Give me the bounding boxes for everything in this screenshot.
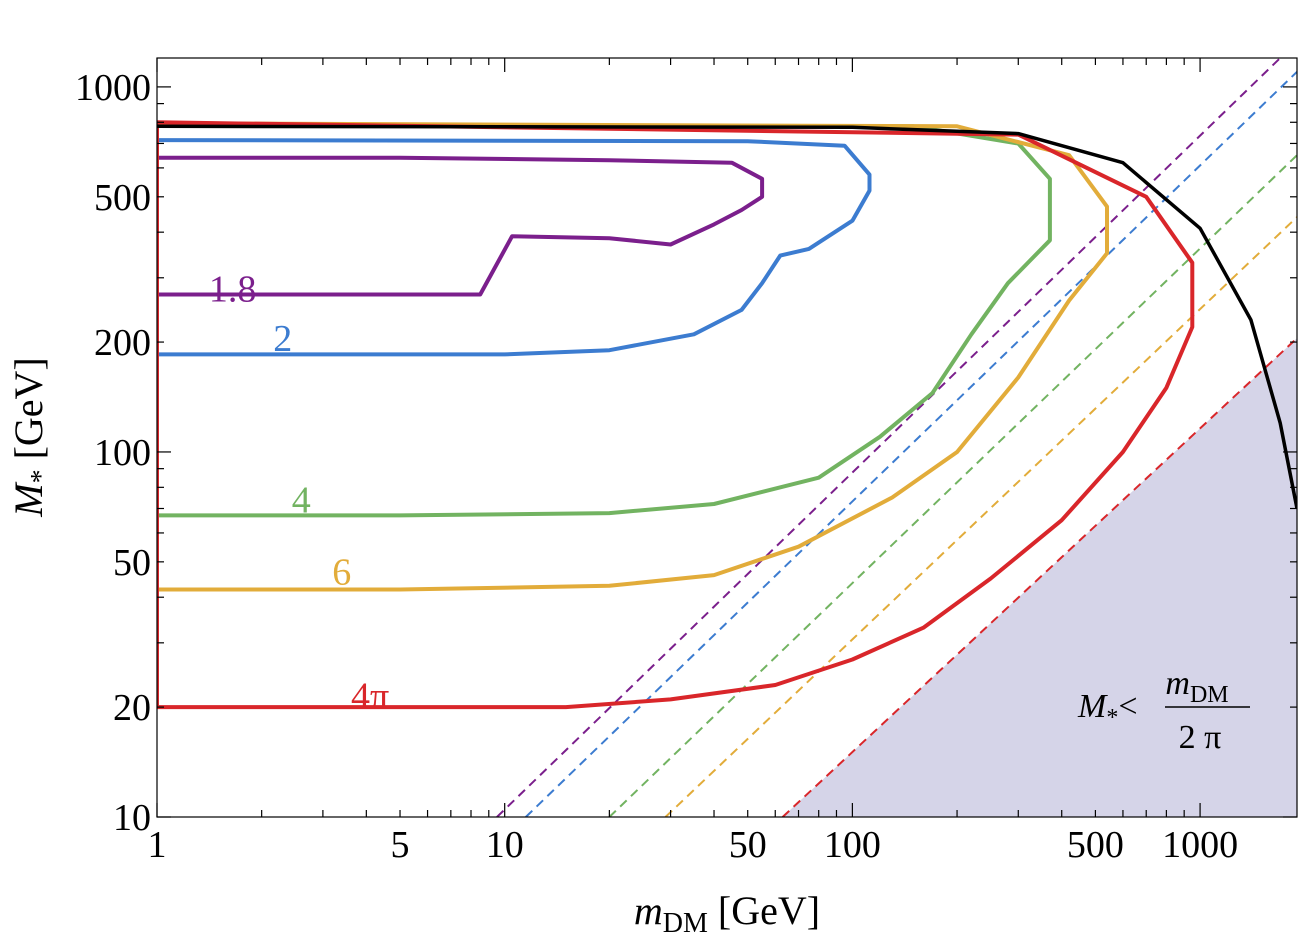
y-axis-title-sub: * [26, 469, 57, 483]
y-tick-label: 10 [113, 797, 151, 839]
x-tick-label: 500 [1067, 824, 1124, 866]
series-line-6 [157, 124, 1297, 509]
x-tick-label: 100 [824, 824, 881, 866]
series-line-1 [157, 155, 765, 297]
region-label-den: 2 π [1179, 719, 1222, 756]
x-axis-title-sub: DM [663, 908, 708, 936]
y-tick-label: 100 [94, 432, 151, 474]
y-tick-label: 200 [94, 322, 151, 364]
region-label-lhs-sub: * [1106, 705, 1118, 731]
tick-layer [156, 58, 1297, 818]
diagonal-5 [781, 337, 1297, 817]
x-tick-label: 10 [486, 824, 524, 866]
region-label-num-sub: DM [1190, 682, 1229, 708]
x-axis-title-main: m [634, 888, 663, 933]
contour-label-1: 1.8 [209, 269, 257, 311]
series-line-3 [157, 122, 1052, 518]
contour-label-5: 4π [351, 676, 389, 718]
frame-layer [156, 57, 1298, 818]
series-layer [157, 58, 1297, 817]
series-line-2 [157, 138, 872, 357]
x-axis-title: mDM [GeV] [634, 888, 820, 936]
x-tick-label: 1 [148, 824, 167, 866]
y-axis-title-unit: [GeV] [6, 357, 51, 469]
region-label-op: < [1118, 688, 1137, 725]
y-tick-label: 500 [94, 177, 151, 219]
contour-label-3: 4 [292, 480, 311, 522]
contour-label-4: 6 [332, 552, 351, 594]
x-tick-label: 1000 [1162, 824, 1238, 866]
x-tick-label: 5 [391, 824, 410, 866]
plot-frame [156, 57, 1298, 818]
diagonal-2 [525, 71, 1297, 817]
y-axis-title-main: M [6, 481, 51, 518]
y-tick-label: 20 [113, 687, 151, 729]
y-tick-label: 1000 [75, 67, 151, 109]
region-label-lhs-main: M [1077, 688, 1108, 725]
y-axis-title: M* [GeV] [6, 357, 57, 518]
x-axis-title-unit: [GeV] [708, 888, 820, 933]
diagonal-3 [608, 154, 1297, 817]
series-line-5 [157, 120, 1195, 710]
region-label-num-main: m [1165, 665, 1190, 702]
excluded-region [782, 338, 1297, 817]
contour-label-2: 2 [273, 318, 292, 360]
region-label-lhs: M*< [1077, 688, 1138, 731]
region-label: M*< mDM 2 π [1077, 665, 1250, 756]
region-label-num: mDM [1165, 665, 1228, 708]
y-tick-label: 50 [113, 542, 151, 584]
x-tick-label: 50 [729, 824, 767, 866]
